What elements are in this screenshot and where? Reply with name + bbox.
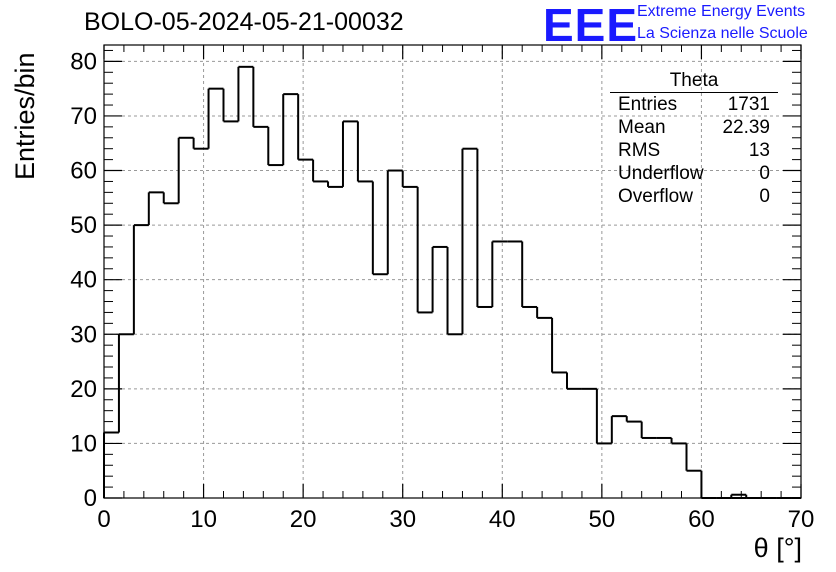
stats-value: 22.39 bbox=[722, 117, 770, 138]
y-tick-label: 60 bbox=[70, 158, 97, 185]
y-tick-label: 70 bbox=[70, 103, 97, 130]
x-tick-label: 0 bbox=[97, 506, 110, 533]
y-axis-label: Entries/bin bbox=[10, 52, 40, 180]
stats-row-underflow: Underflow 0 bbox=[610, 162, 778, 185]
x-tick-label: 70 bbox=[788, 506, 815, 533]
logo-line-2: La Scienza nelle Scuole bbox=[637, 25, 808, 42]
stats-row-overflow: Overflow 0 bbox=[610, 185, 778, 208]
stats-label: Underflow bbox=[618, 163, 704, 184]
eee-logo-mark: EEE bbox=[543, 0, 639, 51]
y-tick-label: 80 bbox=[70, 48, 97, 75]
x-tick-label: 30 bbox=[389, 506, 416, 533]
x-tick-label: 20 bbox=[290, 506, 317, 533]
stats-value: 0 bbox=[759, 186, 770, 207]
chart-title: BOLO-05-2024-05-21-00032 bbox=[84, 8, 404, 36]
stats-row-entries: Entries 1731 bbox=[610, 93, 778, 116]
logo-line-1: Extreme Energy Events bbox=[637, 3, 806, 20]
stats-label: Overflow bbox=[618, 186, 693, 207]
y-tick-label: 50 bbox=[70, 212, 97, 239]
x-tick-label: 50 bbox=[589, 506, 616, 533]
stats-title: Theta bbox=[610, 70, 778, 93]
x-tick-label: 10 bbox=[190, 506, 217, 533]
x-tick-label: 60 bbox=[688, 506, 715, 533]
stats-row-mean: Mean 22.39 bbox=[610, 116, 778, 139]
y-tick-label: 40 bbox=[70, 267, 97, 294]
y-tick-label: 30 bbox=[70, 321, 97, 348]
x-tick-label: 40 bbox=[489, 506, 516, 533]
plot-frame bbox=[103, 44, 802, 499]
stats-row-rms: RMS 13 bbox=[610, 139, 778, 162]
stats-value: 13 bbox=[748, 140, 770, 161]
stats-label: Entries bbox=[618, 94, 678, 115]
stats-value: 1731 bbox=[727, 94, 770, 115]
stats-value: 0 bbox=[759, 163, 770, 184]
stats-label: Mean bbox=[618, 117, 666, 138]
x-axis-label: θ [°] bbox=[753, 533, 802, 563]
stats-label: RMS bbox=[618, 140, 661, 161]
stats-box: Theta Entries 1731 Mean 22.39 RMS 13 Und… bbox=[610, 70, 778, 208]
y-tick-label: 20 bbox=[70, 376, 97, 403]
y-tick-label: 10 bbox=[70, 430, 97, 457]
y-tick-label: 0 bbox=[84, 485, 97, 512]
